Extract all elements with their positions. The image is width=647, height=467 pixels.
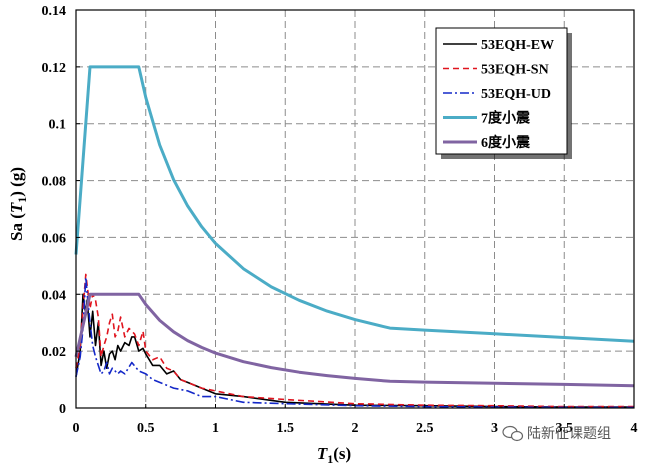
x-axis-label: T1(s) [317,444,351,466]
series-line-2 [75,273,634,408]
legend-label: 53EQH-EW [481,38,554,53]
y-ticks: 0 0.02 0.04 0.06 0.08 0.1 0.12 0.14 [42,4,80,417]
y-tick-label: 0.06 [42,231,67,246]
series-layer [74,65,635,409]
series-line-1 [75,293,634,408]
wechat-icon [502,425,524,442]
y-tick-label: 0.04 [42,288,67,303]
y-axis-label: Sa (T1) (g) [7,167,29,241]
watermark-text: 陆新征课题组 [527,426,611,442]
x-tick-label: 0.5 [137,421,155,436]
y-tick-label: 0.1 [49,118,67,133]
series-line-4 [74,65,635,343]
legend-label: 7度小震 [481,110,531,127]
y-tick-label: 0 [59,402,66,417]
x-tick-label: 1 [212,421,219,436]
x-tick-label: 2 [352,421,359,436]
legend-label: 6度小震 [481,134,531,151]
watermark: 陆新征课题组 [502,425,611,442]
y-tick-label: 0.02 [42,345,67,360]
x-tick-label: 1.5 [277,421,295,436]
legend: 53EQH-EW 53EQH-SN 53EQH-UD 7度小震 6度小震 [435,27,572,159]
series-line-3 [75,276,634,409]
legend-label: 53EQH-UD [481,87,551,102]
legend-label: 53EQH-SN [481,63,549,78]
y-tick-label: 0.08 [42,175,67,190]
series-line-5 [74,292,635,388]
x-tick-label: 3.5 [556,421,574,436]
x-tick-label: 4 [631,421,638,436]
y-tick-label: 0.14 [42,4,67,19]
x-tick-label: 3 [491,421,498,436]
y-tick-label: 0.12 [42,61,67,76]
x-tick-label: 2.5 [416,421,434,436]
x-tick-label: 0 [73,421,80,436]
x-ticks: 0 0.5 1 1.5 2 2.5 3 3.5 4 [73,404,638,436]
